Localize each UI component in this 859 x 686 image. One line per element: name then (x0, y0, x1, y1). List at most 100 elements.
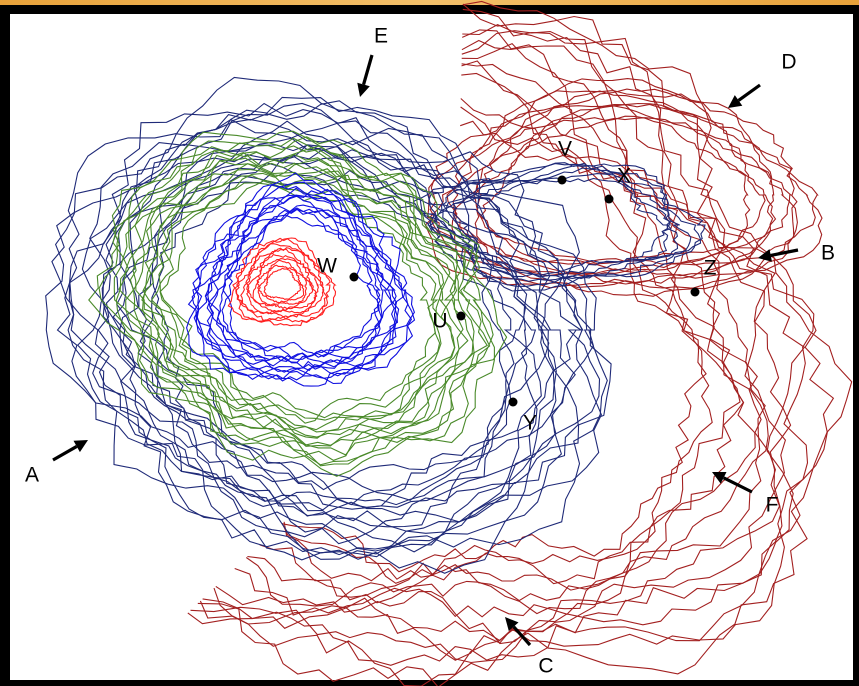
contour-middle-48 (142, 171, 451, 424)
arrow-b: B (758, 242, 835, 265)
contour-middle-52 (118, 151, 464, 438)
contour-outer-5 (245, 63, 769, 615)
point-marker (508, 397, 518, 407)
arrow-f: F (712, 472, 778, 517)
point-y: Y (508, 397, 537, 435)
arrow-head (73, 440, 88, 453)
contour-low-29 (112, 144, 557, 528)
arrow-shaft (770, 248, 799, 258)
point-u: U (432, 310, 466, 333)
contour-outer-7 (215, 29, 781, 645)
contour-ridge-17 (453, 102, 775, 276)
contour-high-64 (209, 194, 400, 372)
contour-middle-45 (159, 182, 441, 424)
arrow-shaft (722, 476, 753, 494)
contour-summit-71 (263, 267, 302, 301)
contour-outer-0 (281, 120, 707, 573)
contour-outer-6 (234, 42, 766, 618)
contour-outer-8 (213, 39, 787, 642)
contour-middle-57 (111, 136, 508, 477)
contour-summit-72 (258, 264, 305, 304)
contour-ridge-16 (474, 105, 777, 271)
arrow-head (357, 82, 370, 97)
point-z: Z (690, 257, 717, 297)
contour-low-31 (92, 118, 576, 545)
contour-summit-73 (256, 259, 308, 306)
contour-outer-1 (281, 106, 713, 584)
contour-high-63 (204, 204, 397, 368)
arrow-a: A (25, 440, 88, 487)
map-points: W U V X Z Y (317, 138, 717, 435)
point-marker (604, 194, 614, 204)
arrow-d: D (728, 51, 797, 108)
contour-high-60 (221, 207, 382, 360)
point-w: W (317, 255, 359, 282)
point-marker (456, 311, 466, 321)
contour-low-38 (45, 76, 608, 561)
contour-summit-74 (252, 258, 314, 310)
contour-middle-55 (125, 145, 494, 467)
arrow-label: C (538, 655, 553, 678)
point-marker (690, 287, 700, 297)
direction-arrows: A B C D E F (25, 25, 835, 678)
point-marker (349, 272, 359, 282)
contour-outer-2 (283, 98, 741, 585)
contour-low-ne-42 (430, 165, 692, 282)
contour-low-26 (119, 156, 542, 511)
arrow-shaft (737, 83, 761, 102)
point-label: W (317, 255, 337, 278)
contour-outer-13 (197, 0, 853, 686)
arrow-head (712, 472, 727, 484)
contour-high-65 (206, 194, 396, 373)
arrow-label: F (766, 494, 779, 517)
contour-lines (45, 0, 853, 686)
arrow-head (758, 249, 772, 262)
point-label: X (617, 165, 631, 188)
contour-low-28 (102, 144, 538, 506)
contour-high-66 (193, 187, 398, 377)
contour-summit-80 (227, 237, 337, 327)
contour-low-35 (51, 100, 594, 550)
arrow-head (728, 95, 743, 108)
arrow-label: A (25, 464, 39, 487)
contour-low-ne-44 (413, 163, 706, 292)
contour-low-36 (56, 102, 603, 556)
arrow-label: B (821, 242, 835, 265)
contour-low-34 (76, 118, 601, 560)
contour-low-32 (81, 120, 584, 553)
contour-ridge-19 (451, 90, 798, 285)
contour-middle-58 (88, 130, 495, 466)
contour-ridge-15 (473, 117, 766, 265)
top-accent-bar (0, 0, 859, 5)
contour-low-ne-39 (452, 177, 669, 276)
contour-low-25 (116, 148, 528, 501)
contour-ridge-20 (429, 88, 798, 288)
point-label: Y (523, 412, 537, 435)
point-marker (557, 175, 567, 185)
contour-outer-9 (202, 30, 792, 661)
arrow-shaft (362, 54, 374, 85)
contour-outer-3 (259, 72, 744, 598)
arrow-label: E (374, 25, 388, 48)
point-x: X (604, 165, 631, 204)
arrow-c: C (505, 617, 554, 678)
contour-ridge-22 (424, 78, 823, 297)
arrow-shaft (512, 625, 532, 647)
contour-summit-77 (240, 247, 325, 318)
contour-low-ne-43 (428, 162, 702, 287)
arrow-label: D (781, 51, 796, 74)
contour-high-70 (186, 172, 416, 387)
contour-summit-75 (246, 253, 317, 313)
map-panel (10, 14, 853, 680)
contour-middle-50 (132, 162, 459, 433)
arrow-head (505, 617, 519, 631)
contour-low-37 (67, 96, 612, 574)
point-label: U (432, 310, 447, 333)
point-v: V (557, 138, 572, 185)
contour-middle-54 (113, 142, 475, 446)
contour-middle-56 (98, 137, 491, 456)
point-label: Z (704, 257, 717, 280)
arrow-e: E (357, 25, 388, 97)
